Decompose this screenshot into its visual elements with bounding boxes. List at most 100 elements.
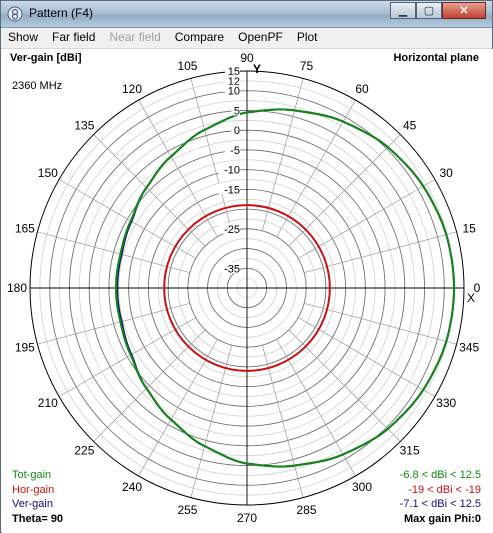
grid-spoke xyxy=(298,179,436,259)
grid-spoke xyxy=(138,99,218,237)
radial-tick-bg xyxy=(225,143,240,155)
angle-tick-label: 330 xyxy=(436,396,456,410)
angle-tick-label: 285 xyxy=(297,503,317,517)
legend-ver-gain: Ver-gain xyxy=(12,498,53,510)
app-icon xyxy=(7,6,23,22)
legend-tot-gain-range: -6.8 < dBi < 12.5 xyxy=(399,469,481,481)
plane-label: Horizontal plane xyxy=(393,52,479,64)
grid-spoke xyxy=(138,339,218,477)
legend-ver-gain-range: -7.1 < dBi < 12.5 xyxy=(399,498,481,510)
radial-tick-label: 10 xyxy=(228,86,240,98)
grid-spoke xyxy=(298,317,436,397)
radial-tick-bg xyxy=(231,104,240,116)
grid-spoke xyxy=(58,317,196,397)
grid-spoke xyxy=(304,231,457,274)
grid-spoke xyxy=(288,134,401,247)
angle-tick-label: 0 xyxy=(474,281,481,295)
window-controls: ▁ ▢ ✕ xyxy=(390,2,486,20)
angle-tick-label: 105 xyxy=(177,59,197,73)
legend-tot-gain: Tot-gain xyxy=(12,469,52,481)
angle-tick-label: 225 xyxy=(74,444,94,458)
angle-tick-label: 210 xyxy=(38,396,58,410)
menu-far-field[interactable]: Far field xyxy=(52,30,96,44)
grid-spoke xyxy=(37,231,190,274)
radial-tick-bg xyxy=(225,74,240,86)
polar-grid: 0153045607590105120135150165180195210225… xyxy=(7,51,481,525)
grid-spoke xyxy=(93,134,206,247)
grid-spoke xyxy=(58,179,196,259)
menu-bar: Show Far field Near field Compare OpenPF… xyxy=(1,28,492,49)
frequency-label: 2360 MHz xyxy=(12,80,63,92)
radial-tick-bg xyxy=(218,262,240,274)
menu-near-field: Near field xyxy=(109,30,161,44)
grid-outer-ring xyxy=(29,70,465,506)
radial-tick-label: -10 xyxy=(224,165,240,177)
angle-tick-label: 120 xyxy=(122,82,142,96)
title-bar[interactable]: Pattern (F4) ▁ ▢ ✕ xyxy=(1,1,492,28)
angle-tick-label: 90 xyxy=(240,51,254,65)
polar-chart: 0153045607590105120135150165180195210225… xyxy=(7,51,481,525)
grid-spoke xyxy=(288,329,401,442)
angle-tick-label: 75 xyxy=(300,59,314,73)
polar-plot-area: 0 15 30 45 60 75 90 105 120 135 150 165 180 195 210 225… xyxy=(2,49,493,533)
legend-hor-gain: Hor-gain xyxy=(12,484,55,496)
angle-tick-label: 45 xyxy=(403,118,417,132)
quantity-label: Ver-gain [dBi] xyxy=(10,52,82,64)
grid-spoke xyxy=(304,302,457,345)
angle-tick-label: 150 xyxy=(38,166,58,180)
menu-plot[interactable]: Plot xyxy=(296,30,318,44)
radial-tick-label: -15 xyxy=(224,184,240,196)
radial-tick-label: 0 xyxy=(234,125,240,137)
minimize-icon: ▁ xyxy=(398,5,408,17)
window-title: Pattern (F4) xyxy=(29,6,94,20)
close-icon: ✕ xyxy=(459,5,469,17)
grid-spoke xyxy=(93,329,206,442)
maximize-icon: ▢ xyxy=(423,5,435,17)
theta-label: Theta= 90 xyxy=(12,513,64,525)
radial-tick-bg xyxy=(218,222,240,234)
radial-tick-bg xyxy=(225,65,240,76)
menu-openpf[interactable]: OpenPF xyxy=(238,30,283,44)
grid-spoke xyxy=(190,78,233,231)
menu-compare[interactable]: Compare xyxy=(174,30,225,44)
maximize-button[interactable]: ▢ xyxy=(416,2,442,19)
grid-spoke xyxy=(190,345,233,498)
radial-tick-label: 5 xyxy=(234,105,240,117)
angle-tick-label: 270 xyxy=(237,511,257,525)
angle-tick-label: 240 xyxy=(122,480,142,494)
radial-tick-bg xyxy=(231,124,240,136)
angle-tick-label: 60 xyxy=(355,82,369,96)
angle-tick-label: 135 xyxy=(74,118,94,132)
angle-tick-label: 30 xyxy=(440,166,454,180)
radial-tick-bg xyxy=(225,84,240,96)
angle-tick-label: 165 xyxy=(15,221,35,235)
grid-spoke xyxy=(276,99,356,237)
angle-tick-label: 345 xyxy=(459,341,479,355)
legend-hor-gain-range: -19 < dBi < -19 xyxy=(408,484,481,496)
grid-spoke xyxy=(37,302,190,345)
gain-curves xyxy=(114,108,456,468)
grid-spoke xyxy=(261,78,304,231)
angle-tick-label: 15 xyxy=(462,221,476,235)
y-axis-label: Y xyxy=(253,62,261,76)
menu-show[interactable]: Show xyxy=(8,30,39,44)
x-axis-label: X xyxy=(467,291,475,305)
radial-tick-label: -5 xyxy=(230,145,240,157)
close-button[interactable]: ✕ xyxy=(442,2,486,19)
angle-tick-label: 180 xyxy=(7,281,27,295)
max-gain-label: Max gain Phi:0 xyxy=(403,513,481,525)
tot-gain-curve xyxy=(114,108,456,468)
radial-tick-bg xyxy=(218,163,240,175)
radial-tick-label: -35 xyxy=(224,263,240,275)
angle-tick-label: 255 xyxy=(177,503,197,517)
radial-tick-label: -25 xyxy=(224,224,240,236)
angle-tick-label: 195 xyxy=(15,341,35,355)
grid-spoke xyxy=(276,339,356,477)
minimize-button[interactable]: ▁ xyxy=(390,2,416,19)
angle-tick-label: 300 xyxy=(352,480,372,494)
grid-spoke xyxy=(261,345,304,498)
hor-gain-curve xyxy=(163,204,331,372)
radial-tick-bg xyxy=(218,183,240,195)
